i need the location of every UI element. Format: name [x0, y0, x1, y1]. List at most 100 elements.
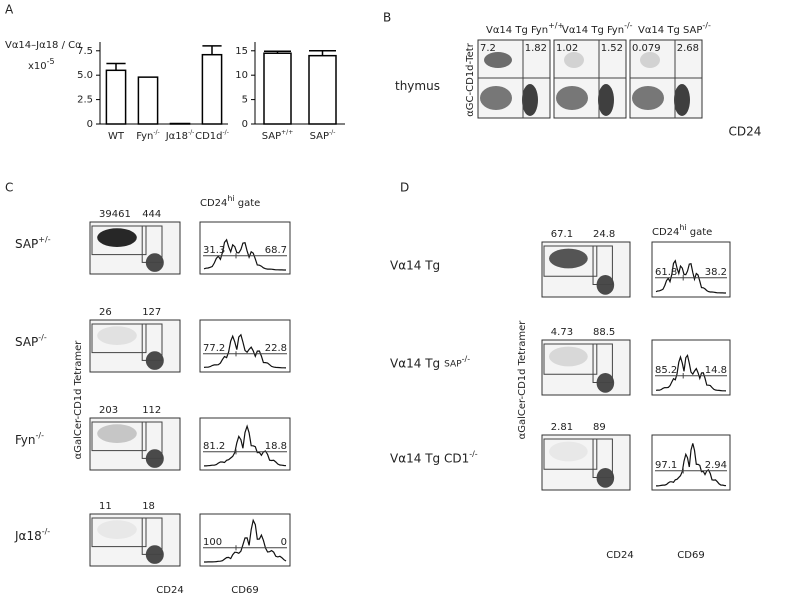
y-axis-label: Vα14–Jα18 / Cα: [5, 40, 82, 51]
histogram: [203, 238, 286, 271]
row-label-part: +/-: [38, 235, 50, 244]
row-label: SAP+/-: [15, 235, 51, 251]
x-tick-label-sup: -/-: [153, 129, 159, 136]
x-tick-label: SAP+/+: [262, 129, 293, 143]
hist-value: 38.2: [705, 267, 727, 278]
gate: [592, 343, 613, 383]
plot-title-part: -/-: [702, 21, 711, 30]
gate-value: 67.1: [551, 229, 573, 240]
hist-value: 18.8: [265, 441, 287, 452]
quadrant-value: 7.2: [480, 43, 496, 54]
plot-title: Vα14 Tg Fyn-/-: [562, 21, 633, 37]
row-label: Vα14 Tg CD1-/-: [390, 449, 478, 465]
gate: [91, 517, 147, 548]
row-label: Vα14 Tg SAP-/-: [390, 354, 470, 370]
bar: [105, 69, 127, 125]
row-label: Jα18-/-: [14, 527, 50, 543]
y-tick-label: 15: [235, 46, 248, 57]
density: [549, 248, 588, 269]
x-tick-label-part: Fyn: [136, 131, 153, 142]
hist-value: 85.2: [655, 365, 677, 376]
gate: [141, 421, 163, 459]
row-label-part: Vα14 Tg CD1: [390, 451, 469, 465]
plot-title-part: -/-: [624, 21, 633, 30]
x-axis-label: CD24: [606, 550, 633, 561]
row-label-part: Jα18: [14, 529, 42, 543]
density: [97, 326, 137, 345]
row-label-part: SAP: [15, 237, 38, 251]
gate-value: 26: [99, 307, 112, 318]
density: [674, 84, 690, 116]
row-label-part: SAP: [444, 359, 462, 369]
hist-header: CD24hi gate: [652, 223, 712, 239]
density: [564, 52, 584, 68]
histogram: [204, 518, 287, 563]
row-label: Fyn-/-: [15, 431, 44, 447]
x-tick-label: WT: [108, 131, 125, 142]
quadrant-value: 2.68: [677, 43, 699, 54]
hist-header-part: CD24: [200, 198, 227, 209]
hist-value: 97.1: [655, 460, 677, 471]
row-label-part: Vα14 Tg: [390, 258, 440, 272]
gate: [592, 438, 613, 478]
density: [632, 86, 664, 110]
row-label-part: Fyn: [15, 433, 36, 447]
x-tick-label-sup: -/-: [223, 129, 229, 136]
dot-plot-frame: [541, 434, 631, 491]
gate-value: 203: [99, 405, 118, 416]
hist-header: CD24hi gate: [200, 194, 260, 210]
bar: [201, 53, 223, 125]
bar: [308, 54, 337, 125]
x-tick-label-sup: -/-: [329, 129, 335, 136]
gate: [592, 245, 613, 285]
panel-label: C: [5, 181, 13, 195]
x-tick-label-part: SAP: [262, 131, 281, 142]
hist-header-part: gate: [238, 198, 261, 209]
bar: [263, 52, 292, 125]
gate-value: 39461: [99, 209, 131, 220]
density: [549, 441, 588, 462]
gate: [543, 245, 598, 277]
panel-label: B: [383, 11, 391, 25]
y-axis-label: αGalCer-CD1d Tetramer: [73, 340, 84, 460]
x-tick-label-part: CD1d: [195, 131, 222, 142]
row-label-part: -/-: [462, 354, 471, 363]
plot-frame: [553, 39, 627, 119]
gate-value: 4.73: [551, 327, 573, 338]
row-label: Vα14 Tg: [390, 258, 440, 272]
x-tick-label-sup: -/-: [188, 129, 194, 136]
y-tick-label: 0: [242, 119, 248, 130]
hist-value: 77.2: [203, 343, 225, 354]
dot-plot-frame: [89, 513, 181, 567]
row-label-part: Vα14 Tg: [390, 356, 440, 370]
histogram: [655, 259, 726, 294]
hist-value: 22.8: [265, 343, 287, 354]
hist-frame: [651, 339, 731, 396]
y-tick-label: 5.0: [77, 70, 93, 81]
dot-plot-frame: [89, 221, 181, 275]
quadrant-value: 1.52: [601, 43, 623, 54]
hist-header-part: hi: [227, 194, 234, 203]
plot-title-part: +/+: [548, 21, 564, 30]
bar: [137, 76, 159, 125]
row-label: thymus: [395, 79, 440, 93]
histogram: [655, 353, 727, 392]
plot-title-part: Vα14 Tg SAP: [638, 25, 702, 36]
density: [97, 424, 137, 443]
hist-frame: [651, 241, 731, 298]
density: [549, 346, 588, 367]
density: [556, 86, 588, 110]
gate-value: 11: [99, 501, 112, 512]
row-label-part: -/-: [469, 449, 478, 458]
density: [484, 52, 512, 68]
density: [480, 86, 512, 110]
hist-header-part: CD24: [652, 227, 679, 238]
plot-frame: [629, 39, 703, 119]
x-axis-label: CD24: [729, 125, 762, 139]
x-tick-label: Jα18-/-: [165, 129, 195, 143]
y-axis-label: αGalCer-CD1d Tetramer: [517, 320, 528, 440]
dot-plot-frame: [89, 417, 181, 471]
quadrant-value: 1.02: [556, 43, 578, 54]
hist-value: 14.8: [705, 365, 727, 376]
